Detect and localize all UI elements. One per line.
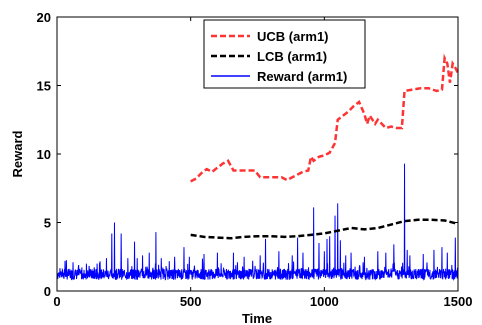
series-layer [56,53,460,281]
legend-label-reward: Reward (arm1) [257,69,347,84]
y-tick-label: 0 [44,284,51,299]
tick-layer: 0 500 1000 1500 0 5 10 15 20 [37,10,473,309]
y-tick-label: 15 [37,79,51,94]
y-tick-label: 5 [44,216,51,231]
series-line-reward-arm1 [56,163,459,281]
x-tick-label: 1500 [444,294,473,309]
x-axis-label: Time [242,311,272,325]
x-tick-label: 500 [180,294,202,309]
legend-label-ucb: UCB (arm1) [257,29,329,44]
x-tick-label: 0 [53,294,60,309]
y-axis-label: Reward [10,130,25,177]
series-line-ucb-arm1 [190,53,460,183]
x-tick-label: 1000 [310,294,339,309]
legend: UCB (arm1) LCB (arm1) Reward (arm1) [203,19,366,89]
y-tick-label: 10 [37,147,51,162]
legend-label-lcb: LCB (arm1) [257,49,327,64]
y-tick-label: 20 [37,10,51,25]
